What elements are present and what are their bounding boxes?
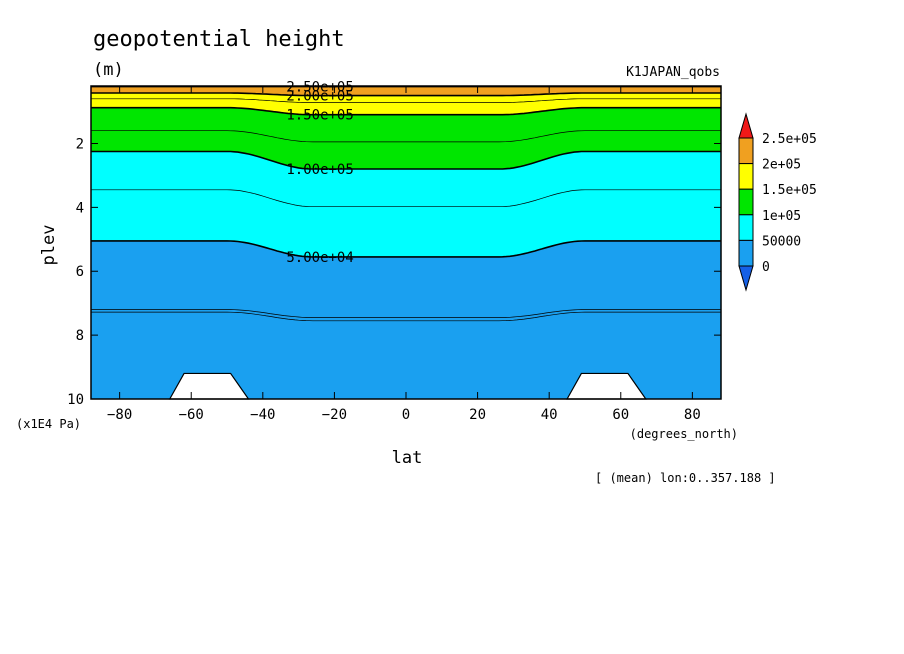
contour-lines xyxy=(91,85,721,322)
colorbar-tick-label: 1.5e+05 xyxy=(762,183,817,198)
subset-note: [ (mean) lon:0..357.188 ] xyxy=(595,471,776,485)
y-tick-label: 10 xyxy=(67,392,84,408)
colorbar-segment xyxy=(738,137,754,165)
contour-label: 2.00e+05 xyxy=(286,89,353,105)
x-tick-label: 40 xyxy=(541,407,558,423)
x-tick-label: −20 xyxy=(322,407,347,423)
colorbar-segment xyxy=(738,214,754,241)
contour-line-minor xyxy=(91,311,721,322)
y-tick-label: 8 xyxy=(76,328,84,344)
colorbar-tick-label: 50000 xyxy=(762,234,801,249)
run-name: K1JAPAN_qobs xyxy=(626,65,720,80)
colorbar-tick-label: 0 xyxy=(762,260,770,275)
contour-line-minor xyxy=(91,309,721,318)
colorbar-segment xyxy=(738,188,754,216)
y-tick-label: 4 xyxy=(76,200,84,216)
y-tick-label: 2 xyxy=(76,136,84,152)
colorbar-segment xyxy=(738,239,754,267)
colorbar-segment xyxy=(738,163,754,190)
y-tick-label: 6 xyxy=(76,264,84,280)
colorbar-tick-label: 1e+05 xyxy=(762,209,801,224)
colorbar-tick-label: 2e+05 xyxy=(762,158,801,173)
contour-line-minor xyxy=(91,98,721,103)
contour-line-100000 xyxy=(91,150,721,170)
axes: −80 −60 −40 −20 0 20 40 60 80 2 4 6 8 10 xyxy=(67,85,722,423)
contour-line-50000 xyxy=(91,240,721,258)
x-axis-title: lat xyxy=(392,448,423,468)
x-tick-label: −80 xyxy=(107,407,132,423)
x-tick-label: −40 xyxy=(250,407,275,423)
contour-line-minor xyxy=(91,189,721,208)
terrain-blocks xyxy=(168,372,647,400)
x-axis-units: (degrees_north) xyxy=(630,427,738,441)
x-tick-label: 60 xyxy=(612,407,629,423)
x-tick-label: 20 xyxy=(469,407,486,423)
chart-title: geopotential height xyxy=(93,27,345,52)
x-tick-label: 80 xyxy=(684,407,701,423)
contour-line-minor xyxy=(91,130,721,143)
contour-label: 1.50e+05 xyxy=(286,108,353,124)
colorbar-arrow-top xyxy=(738,112,754,139)
contour-label: 1.00e+05 xyxy=(286,162,353,178)
contour-fills xyxy=(91,86,721,399)
colorbar-arrow-bottom xyxy=(738,265,754,292)
contour-label: 2.50e+05 xyxy=(286,80,353,96)
contour-line-200000 xyxy=(91,92,721,97)
colorbar-tick-label: 2.5e+05 xyxy=(762,132,817,147)
x-tick-label: −60 xyxy=(179,407,204,423)
y-axis-title: plev xyxy=(39,225,59,266)
contour-labels: 2.50e+052.00e+05 1.50e+05 1.00e+05 5.00e+04 xyxy=(286,80,353,266)
x-tick-label: 0 xyxy=(402,407,410,423)
y-axis-units: (x1E4 Pa) xyxy=(16,417,81,431)
units-label: (m) xyxy=(93,60,124,80)
contour-line-150000 xyxy=(91,106,721,116)
colorbar: 2.5e+05 2e+05 1.5e+05 1e+05 50000 0 xyxy=(738,112,817,292)
contour-label: 5.00e+04 xyxy=(286,250,353,266)
